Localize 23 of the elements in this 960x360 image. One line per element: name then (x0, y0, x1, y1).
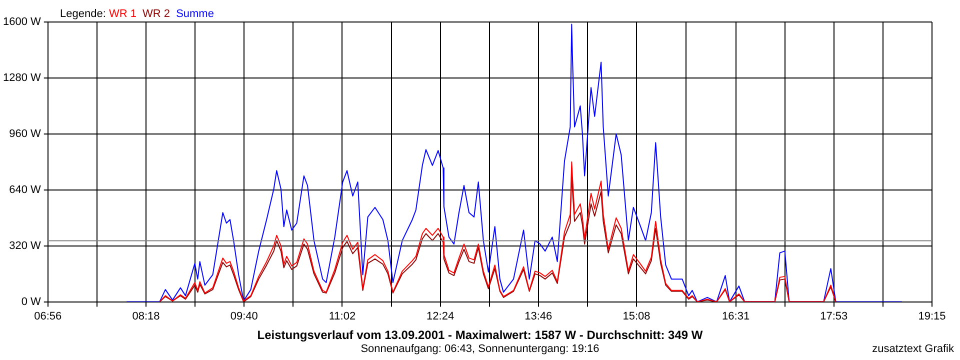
text: WR 2 (142, 8, 171, 20)
text: Leistungsverlauf vom 13.09.2001 - Maximalwert: 1587 W - Durchschnitt: 349 W (256, 328, 704, 342)
legend-title: Legende: (60, 8, 107, 20)
y-tick-label: 640 W (9, 184, 42, 196)
x-tick-label: 08:18 (132, 310, 160, 322)
y-tick-label: 960 W (9, 128, 42, 140)
x-tick-label: 13:46 (524, 310, 552, 322)
text: WR 1 (108, 8, 138, 20)
x-tick-label: 17:53 (820, 310, 848, 322)
x-tick-label: 16:31 (722, 310, 750, 322)
y-tick-label: 1280 W (2, 72, 42, 84)
text: Sonnenaufgang: 06:43, Sonnenuntergang: 19:16 (360, 343, 600, 355)
y-tick-label: 0 W (21, 296, 42, 308)
y-tick-label: 1600 W (2, 16, 42, 28)
x-tick-label: 15:08 (622, 310, 650, 322)
text: Summe (176, 8, 214, 20)
text: zusatztext Grafik (872, 343, 954, 355)
x-tick-label: 11:02 (328, 310, 356, 322)
x-tick-label: 19:15 (918, 310, 946, 322)
x-tick-label: 12:24 (426, 310, 454, 322)
y-tick-label: 320 W (9, 240, 42, 252)
x-tick-label: 09:40 (230, 310, 258, 322)
x-tick-label: 06:56 (34, 310, 62, 322)
